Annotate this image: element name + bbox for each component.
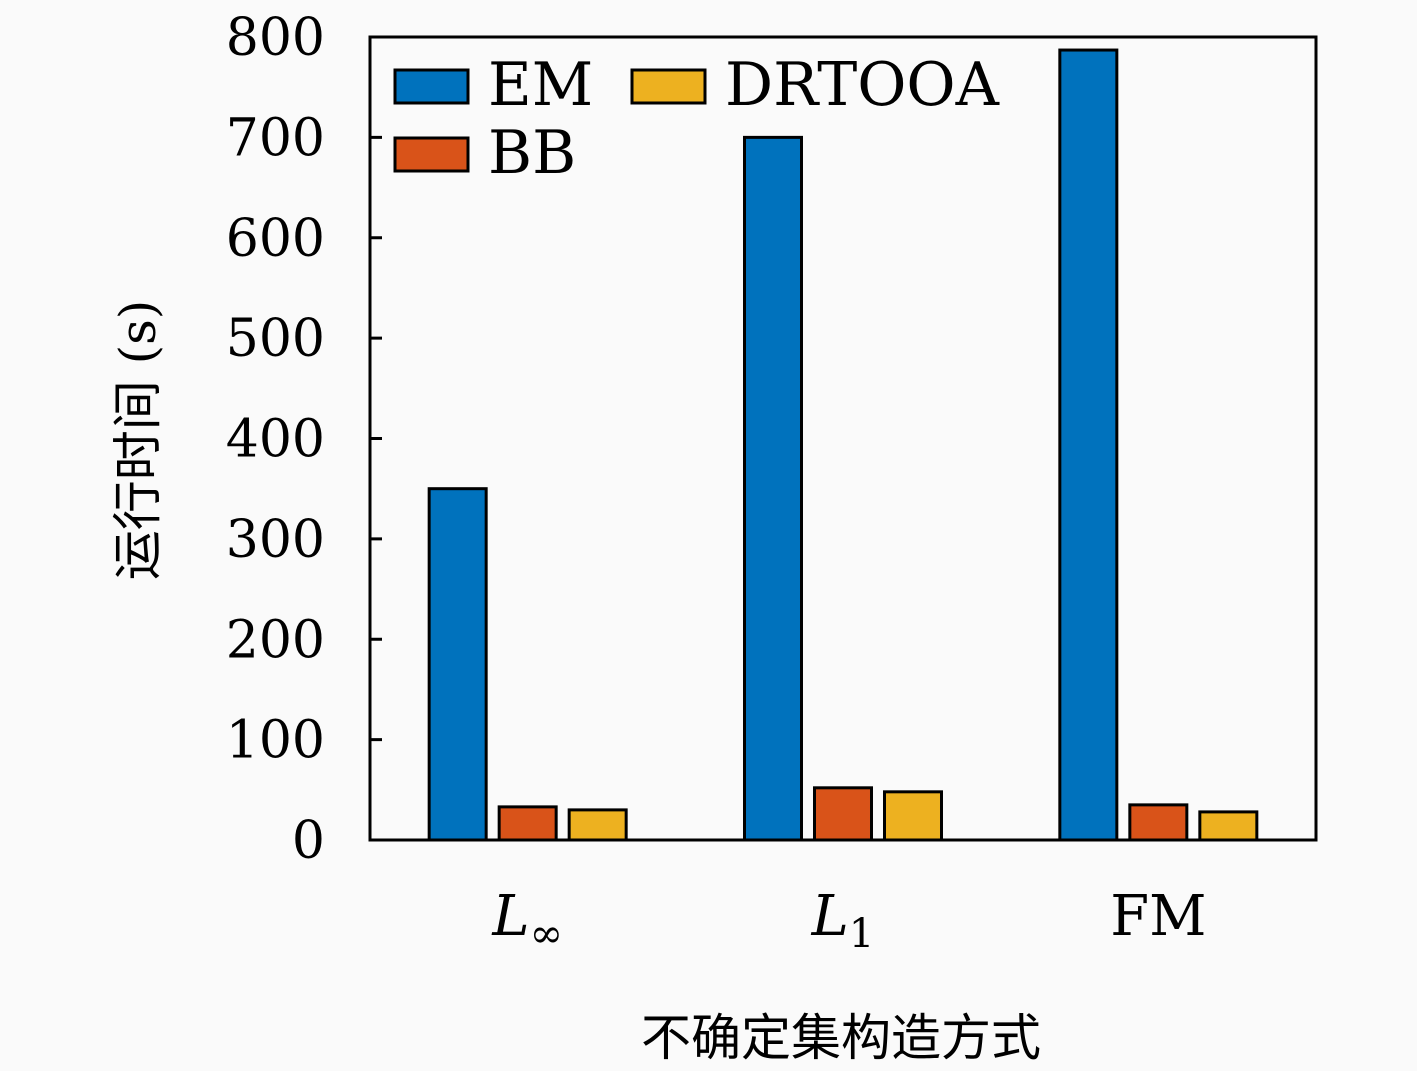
y-tick-label-3: 300 xyxy=(226,510,325,570)
y-tick-label-0: 0 xyxy=(292,811,325,871)
legend-swatch-drtooa xyxy=(630,68,707,105)
bar-em-1 xyxy=(743,135,803,842)
y-tick-label-6: 600 xyxy=(226,209,325,269)
x-category-label-0: L∞ xyxy=(491,884,563,957)
bar-em-2 xyxy=(1058,48,1119,842)
legend-label-bb: BB xyxy=(488,118,576,188)
y-tick-label-8: 800 xyxy=(226,8,325,68)
bar-drtooa-0 xyxy=(567,808,628,842)
legend-swatch-em xyxy=(393,68,470,105)
legend-swatch-bb xyxy=(393,136,470,173)
bars-layer xyxy=(427,48,1259,842)
bar-em-0 xyxy=(427,487,488,842)
x-category-label-2: FM xyxy=(1110,884,1206,949)
x-category-labels: L∞ L1 FM xyxy=(491,884,1206,957)
y-ticks: 0 100 200 300 400 500 600 700 800 xyxy=(226,8,382,871)
x-category-label-1: L1 xyxy=(811,884,875,957)
bar-bb-0 xyxy=(497,805,558,842)
y-tick-label-1: 100 xyxy=(226,711,325,771)
bar-bb-1 xyxy=(813,786,873,842)
y-tick-label-2: 200 xyxy=(226,610,325,670)
x-axis-title: 不确定集构造方式 xyxy=(641,1009,1041,1067)
y-tick-label-4: 400 xyxy=(226,410,325,470)
legend-label-drtooa: DRTOOA xyxy=(725,50,1000,120)
bar-drtooa-2 xyxy=(1198,810,1259,842)
y-tick-label-7: 700 xyxy=(226,108,325,168)
legend-label-em: EM xyxy=(488,50,593,120)
y-tick-label-5: 500 xyxy=(226,309,325,369)
bar-drtooa-1 xyxy=(883,790,943,842)
bar-bb-2 xyxy=(1128,803,1189,842)
y-axis-title: 运行时间 (s) xyxy=(109,300,167,581)
